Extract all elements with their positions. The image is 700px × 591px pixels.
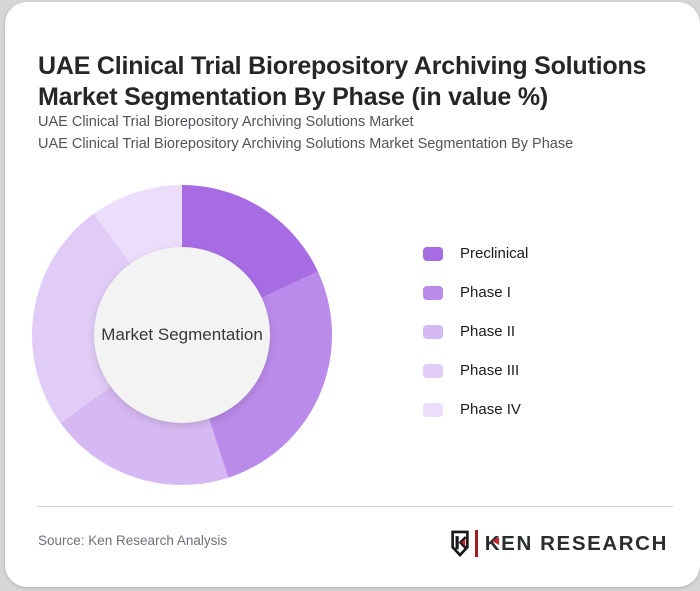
legend-swatch (423, 246, 443, 261)
legend-item: Phase III (423, 362, 528, 379)
source-text: Source: Ken Research Analysis (38, 533, 228, 548)
ken-research-logo: K EN RESEARCH (450, 528, 668, 558)
chart-card: UAE Clinical Trial Biorepository Archivi… (5, 2, 700, 587)
chart-legend: Preclinical Phase I Phase II Phase III Phase… (423, 245, 529, 441)
subtitle-line-1: UAE Clinical Trial Biorepository Archivi… (38, 114, 414, 130)
logo-text: K EN RESEARCH (485, 530, 668, 557)
subtitle-line-2: UAE Clinical Trial Biorepository Archivi… (38, 135, 574, 152)
legend-swatch (423, 402, 443, 417)
legend-item: Preclinical (423, 245, 529, 262)
donut-center-label: Market Segmentation (94, 247, 270, 423)
legend-swatch (423, 363, 443, 378)
footer-divider (38, 506, 673, 507)
chart-subtitles: UAE Clinical Trial Biorepository Archivi… (38, 112, 678, 155)
legend-label: Phase II (460, 323, 516, 340)
legend-item: Phase II (423, 323, 528, 340)
legend-item: Phase IV (423, 401, 528, 418)
page-title-line2: Market Segmentation By Phase (in value %… (38, 82, 549, 111)
logo-rest: EN RESEARCH (501, 531, 668, 555)
page-title-line1: UAE Clinical Trial Biorepository Archivi… (38, 51, 647, 80)
page-title: UAE Clinical Trial Biorepository Archivi… (38, 51, 678, 113)
legend-label: Phase III (460, 362, 520, 379)
logo-red-triangle-icon (491, 537, 499, 545)
donut-chart: Market Segmentation (32, 185, 332, 485)
legend-swatch (423, 324, 443, 339)
legend-item: Phase I (423, 284, 528, 301)
legend-label: Phase IV (460, 401, 521, 418)
logo-separator (474, 529, 478, 557)
legend-label: Phase I (460, 284, 511, 301)
ken-research-shield-icon (451, 530, 469, 557)
legend-label: Preclinical (460, 245, 529, 262)
legend-swatch (423, 285, 443, 300)
